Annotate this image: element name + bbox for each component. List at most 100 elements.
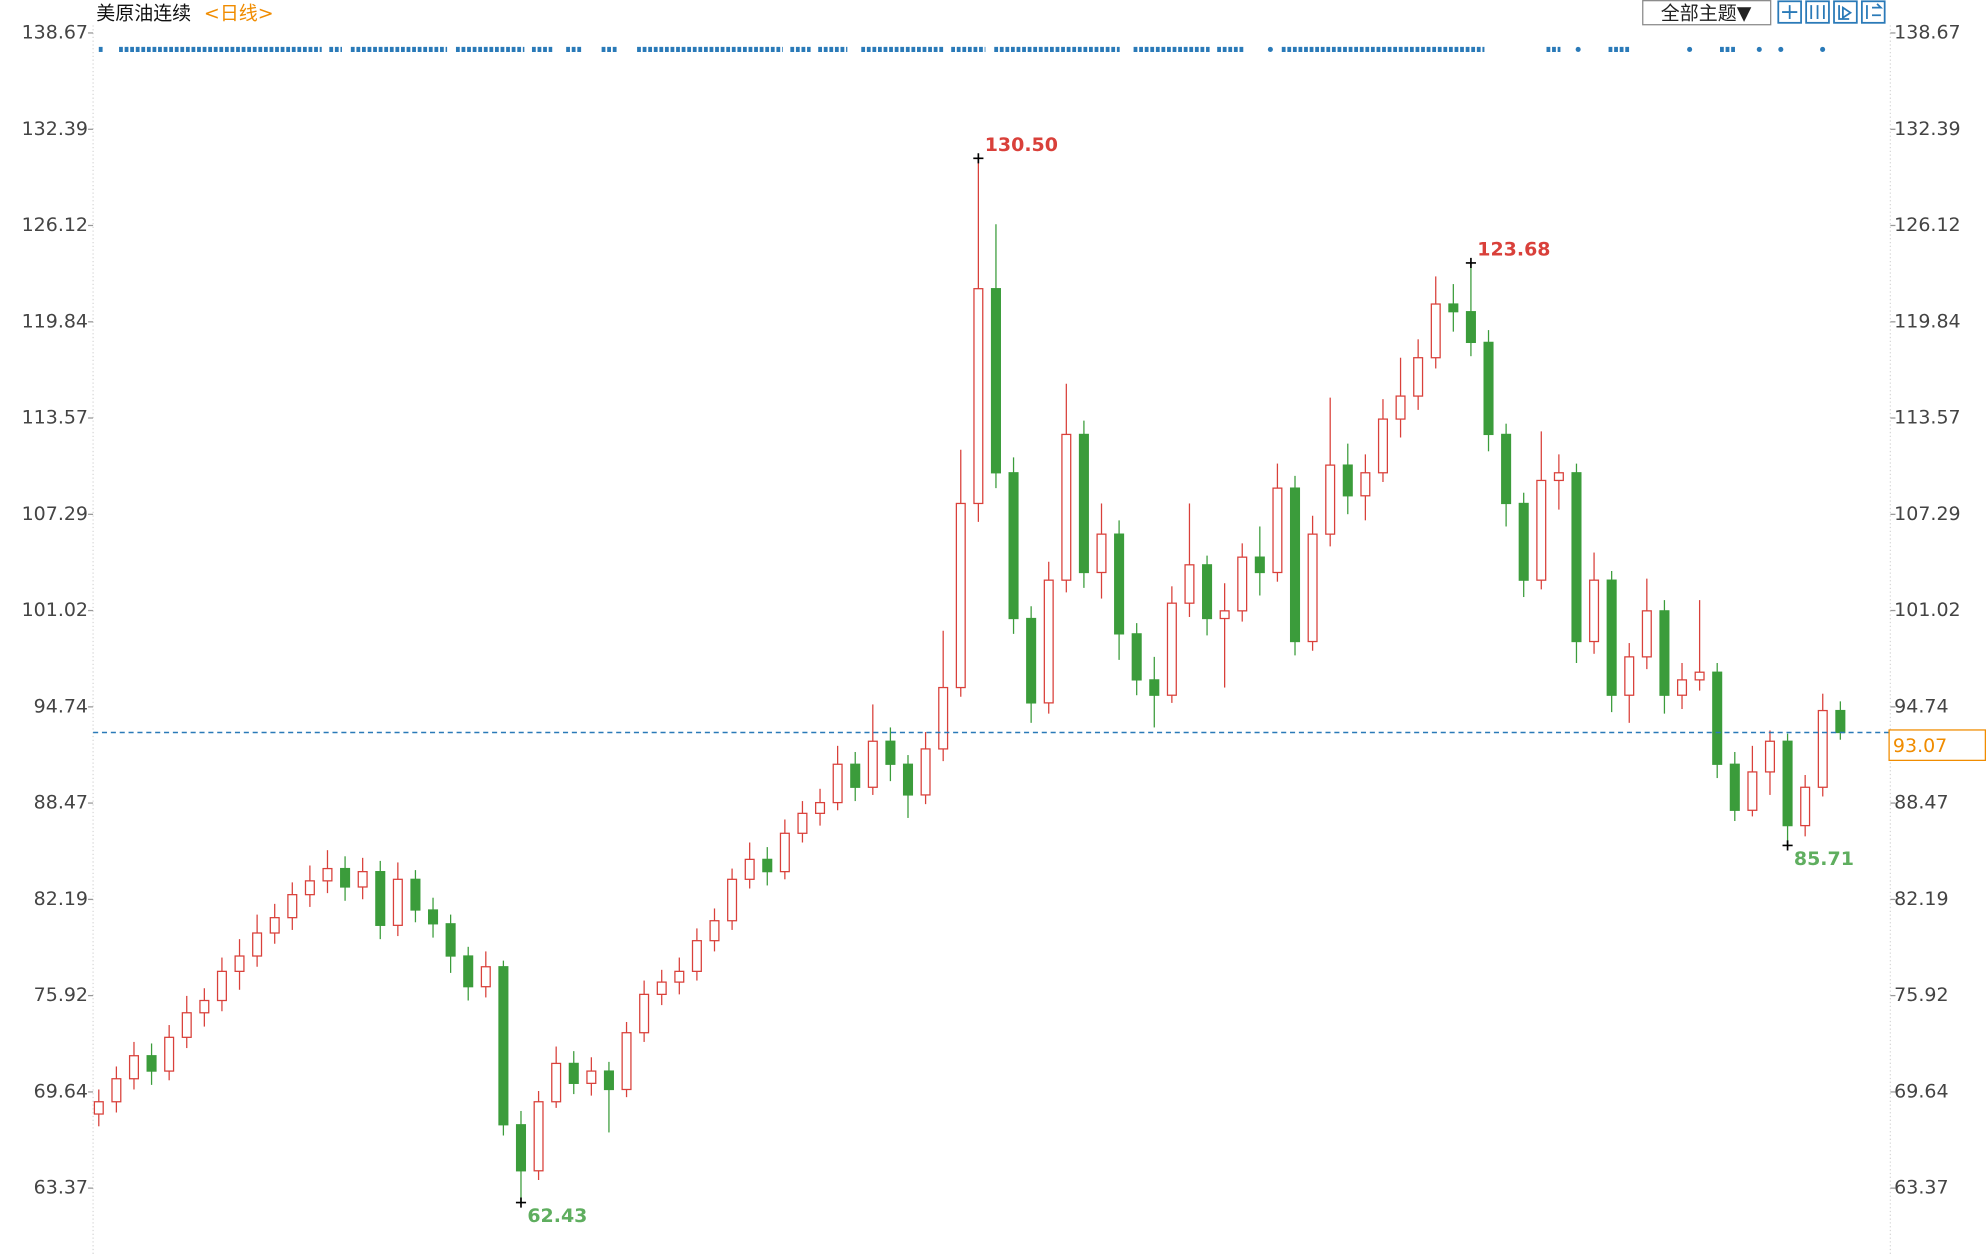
candle-body: [128, 1055, 140, 1080]
y-tick-label: 94.74: [34, 695, 88, 717]
candle-body: [1377, 418, 1388, 474]
candle-body: [1202, 564, 1213, 620]
candle-body: [410, 878, 421, 911]
candle-body: [392, 878, 403, 926]
candle-body: [938, 686, 949, 750]
candle-body: [269, 917, 280, 934]
annotation-label: 62.43: [527, 1205, 587, 1227]
candle-body: [199, 999, 210, 1014]
candle-body: [1026, 617, 1037, 704]
candle-body: [533, 1101, 544, 1172]
y-tick-label: 132.39: [22, 118, 88, 140]
candle-body: [1395, 395, 1406, 420]
candle-body: [727, 878, 738, 922]
candle-body: [1078, 433, 1089, 574]
candle-body: [1782, 740, 1793, 827]
candle-body: [867, 740, 878, 788]
candle-body: [621, 1032, 632, 1091]
y-tick-label: 82.19: [34, 888, 88, 910]
candle-body: [1237, 556, 1248, 612]
candle-body: [1430, 303, 1441, 359]
candle-body: [1465, 311, 1476, 344]
candle-body: [832, 763, 843, 804]
candle-body: [1325, 464, 1336, 535]
candle-body: [551, 1062, 562, 1103]
candle-body: [1835, 709, 1846, 734]
candle-body: [1817, 709, 1828, 788]
candle-body: [1606, 579, 1617, 696]
candle-body: [1114, 533, 1125, 635]
y2-tick-label: 82.19: [1894, 888, 1948, 910]
event-markers: [98, 46, 1826, 52]
y-tick-label: 107.29: [22, 503, 88, 525]
candle-body: [1289, 487, 1301, 643]
candle-body: [375, 871, 386, 926]
candle-body: [1061, 433, 1072, 581]
candle-body: [1571, 472, 1582, 643]
candle-body: [603, 1070, 614, 1091]
annotation-label: 130.50: [985, 134, 1058, 156]
candle-body: [815, 801, 826, 814]
candle-body: [779, 832, 790, 873]
annotation-cross: [515, 1197, 527, 1208]
candle-body: [709, 920, 720, 942]
annotation-cross: [1465, 257, 1476, 268]
y2-tick-label: 126.12: [1894, 214, 1960, 236]
candle-body: [850, 763, 861, 788]
candle-body: [1764, 740, 1776, 773]
candle-body: [1729, 763, 1740, 811]
candle-body: [1589, 579, 1600, 643]
candle-body: [691, 940, 702, 972]
y-tick-label: 113.57: [22, 407, 88, 429]
candle-body: [1219, 610, 1230, 620]
candle-body: [1694, 671, 1705, 681]
y2-tick-label: 119.84: [1894, 310, 1960, 332]
candle-body: [146, 1055, 157, 1072]
candle-body: [1747, 771, 1758, 811]
candle-body: [427, 909, 439, 925]
candle-body: [797, 812, 808, 834]
y2-tick-label: 113.57: [1894, 407, 1960, 429]
candle-body: [164, 1036, 175, 1072]
candle-body: [1448, 303, 1459, 313]
candle-body: [480, 966, 491, 988]
y2-tick-label: 88.47: [1894, 792, 1948, 814]
y-tick-label: 75.92: [34, 984, 88, 1006]
candle-body: [515, 1124, 527, 1172]
candle-body: [1800, 786, 1811, 827]
chart-title: 美原油连续: [96, 2, 191, 24]
candle-body: [357, 871, 368, 888]
y2-tick-label: 107.29: [1894, 503, 1960, 525]
y2-tick-label: 63.37: [1894, 1177, 1948, 1199]
candle-body: [1272, 487, 1283, 574]
candle-body: [1536, 479, 1547, 581]
candle-body: [639, 993, 650, 1034]
candle-body: [1307, 533, 1318, 643]
candle-body: [1501, 433, 1512, 505]
candle-body: [498, 966, 509, 1126]
y2-tick-label: 132.39: [1894, 118, 1960, 140]
period-selector[interactable]: <日线>: [204, 2, 274, 24]
candle-body: [1413, 357, 1424, 397]
last-price-label: 93.07: [1893, 735, 1947, 757]
y2-tick-label: 94.74: [1894, 695, 1948, 717]
candle-body: [445, 923, 456, 957]
candle-body: [1184, 564, 1195, 604]
y2-tick-label: 138.67: [1894, 21, 1960, 43]
candle-body: [586, 1070, 597, 1084]
candle-body: [181, 1012, 192, 1038]
theme-button-frame[interactable]: [1642, 0, 1772, 26]
candle-body: [463, 955, 474, 988]
candle-body: [885, 740, 896, 765]
candle-body: [1676, 679, 1688, 696]
candle-body: [973, 288, 984, 505]
y-tick-label: 126.12: [22, 214, 88, 236]
candle-body: [216, 970, 227, 1002]
candle-body: [252, 932, 263, 957]
candle-body: [1483, 341, 1494, 436]
toolbar-icons[interactable]: [1777, 0, 1886, 24]
candle-body: [287, 894, 298, 919]
candle-body: [322, 867, 333, 882]
theme-button[interactable]: 全部主题▼: [1661, 2, 1752, 24]
candle-body: [1712, 671, 1723, 765]
